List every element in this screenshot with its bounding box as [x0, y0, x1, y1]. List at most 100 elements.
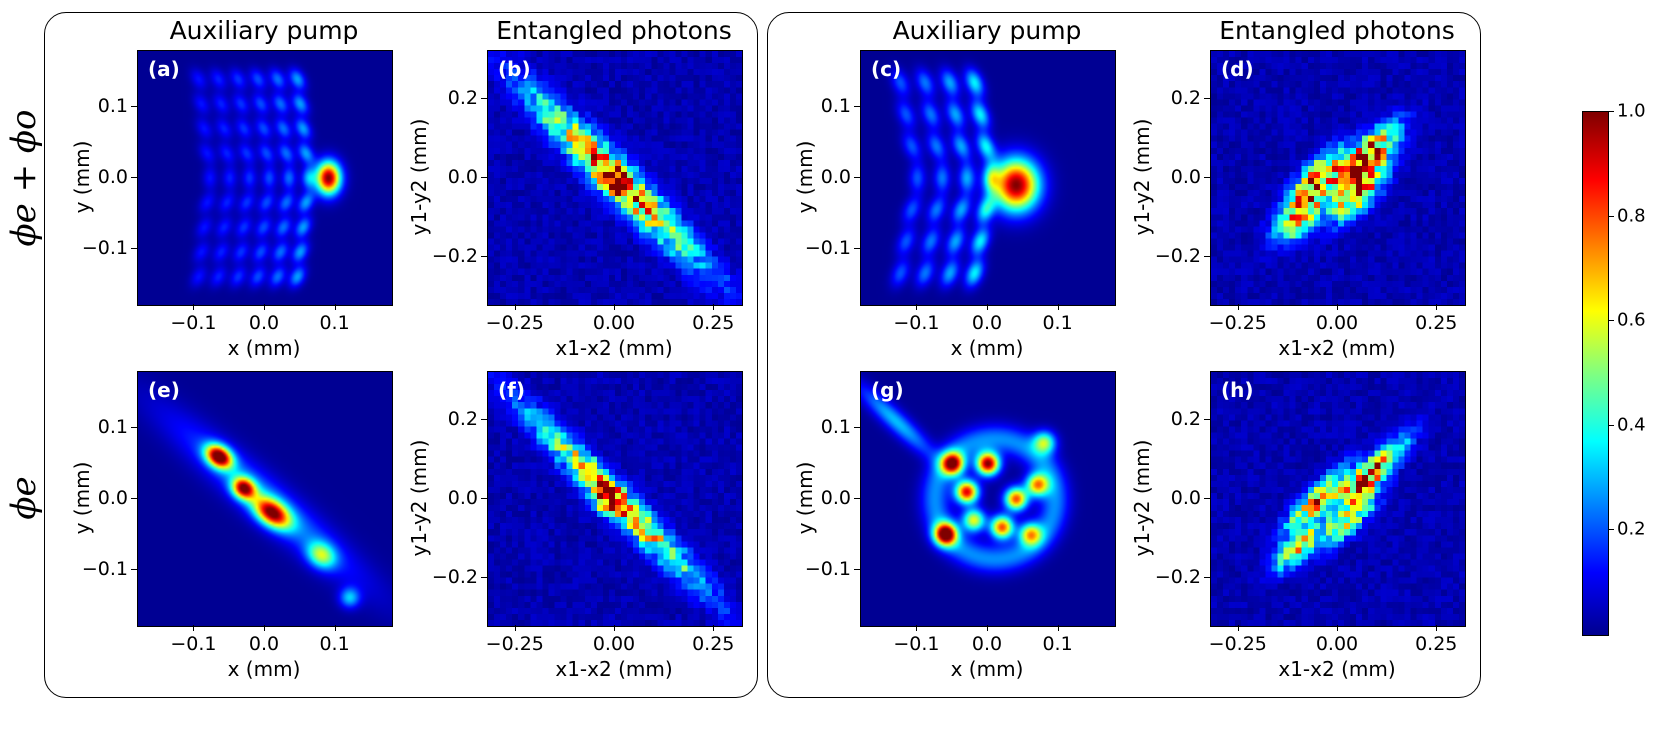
x-tick-label: 0.25	[692, 633, 735, 655]
y-tick-label: −0.1	[81, 557, 128, 580]
y-tick-label: 0.0	[97, 166, 128, 188]
x-axis-label: x1-x2 (mm)	[555, 657, 673, 681]
heatmap-panel: (a)	[137, 50, 393, 306]
x-tick-mark	[916, 304, 918, 310]
x-tick-label: −0.1	[170, 633, 217, 655]
y-tick-mark	[1204, 498, 1210, 499]
y-tick-label: 0.0	[1170, 487, 1201, 509]
panel-label: (f)	[498, 378, 525, 402]
y-tick-mark	[854, 247, 860, 249]
y-tick-label: 0.0	[447, 166, 478, 188]
x-tick-label: −0.1	[893, 312, 940, 334]
x-tick-mark	[334, 625, 336, 631]
panel-label: (h)	[1221, 378, 1254, 402]
y-tick-label: 0.1	[820, 95, 851, 118]
group-box-left	[44, 12, 758, 698]
colorbar-tick-mark	[1608, 529, 1614, 531]
y-tick-mark	[131, 247, 137, 249]
x-tick-label: 0.1	[1042, 633, 1073, 655]
x-tick-label: 0.25	[1415, 312, 1458, 334]
x-tick-mark	[713, 304, 715, 310]
y-tick-label: 0.0	[447, 487, 478, 509]
colorbar-tick-label: 0.2	[1617, 518, 1646, 540]
heatmap-panel: (f)	[487, 371, 743, 627]
colorbar-tick-label: 0.6	[1617, 309, 1646, 331]
x-tick-mark	[987, 304, 988, 310]
heatmap-image	[861, 372, 1115, 626]
x-tick-mark	[264, 304, 265, 310]
x-tick-label: −0.25	[1208, 312, 1267, 334]
panel-label: (a)	[148, 57, 180, 81]
y-axis-label: y1-y2 (mm)	[407, 439, 431, 557]
x-axis-label: x (mm)	[227, 657, 301, 681]
x-tick-mark	[514, 304, 516, 310]
row-label-top: ϕe + ϕo	[4, 109, 44, 247]
y-tick-label: 0.2	[447, 86, 478, 109]
panel-label: (c)	[871, 57, 902, 81]
y-tick-label: 0.2	[1170, 407, 1201, 430]
y-tick-label: −0.2	[1154, 245, 1201, 268]
column-title: Auxiliary pump	[892, 16, 1082, 45]
x-tick-label: −0.25	[485, 633, 544, 655]
x-tick-label: 0.00	[1315, 633, 1359, 655]
colorbar	[1582, 111, 1609, 636]
x-tick-label: −0.1	[893, 633, 940, 655]
x-tick-mark	[1057, 304, 1059, 310]
y-tick-label: −0.1	[804, 557, 851, 580]
y-tick-mark	[1204, 97, 1210, 99]
y-tick-mark	[481, 498, 487, 499]
x-tick-mark	[987, 625, 988, 631]
y-tick-label: −0.1	[804, 236, 851, 259]
y-tick-label: 0.0	[97, 487, 128, 509]
heatmap-panel: (g)	[860, 371, 1116, 627]
column-title: Entangled photons	[496, 16, 732, 45]
x-tick-label: 0.00	[592, 312, 636, 334]
x-tick-label: 0.1	[319, 633, 350, 655]
y-axis-label: y (mm)	[793, 461, 817, 535]
x-tick-mark	[193, 625, 195, 631]
y-tick-mark	[854, 106, 860, 108]
y-tick-label: 0.0	[1170, 166, 1201, 188]
colorbar-tick-mark	[1608, 424, 1614, 426]
heatmap-panel: (h)	[1210, 371, 1466, 627]
x-tick-label: 0.1	[319, 312, 350, 334]
heatmap-panel: (e)	[137, 371, 393, 627]
x-tick-label: 0.00	[592, 633, 636, 655]
y-tick-label: −0.1	[81, 236, 128, 259]
y-tick-label: 0.1	[97, 416, 128, 439]
row-label-bottom: ϕe	[4, 476, 44, 520]
y-tick-mark	[1204, 577, 1210, 579]
x-axis-label: x1-x2 (mm)	[555, 336, 673, 360]
y-tick-mark	[131, 106, 137, 108]
heatmap-image	[138, 51, 392, 305]
colorbar-tick-label: 1.0	[1617, 100, 1646, 122]
x-axis-label: x (mm)	[950, 657, 1024, 681]
y-tick-mark	[854, 177, 860, 178]
x-tick-mark	[514, 625, 516, 631]
x-tick-label: 0.00	[1315, 312, 1359, 334]
column-title: Entangled photons	[1219, 16, 1455, 45]
y-tick-label: 0.0	[820, 166, 851, 188]
y-tick-mark	[854, 498, 860, 499]
heatmap-panel: (c)	[860, 50, 1116, 306]
x-axis-label: x1-x2 (mm)	[1278, 657, 1396, 681]
y-tick-label: 0.2	[1170, 86, 1201, 109]
heatmap-panel: (b)	[487, 50, 743, 306]
y-tick-mark	[131, 498, 137, 499]
y-tick-label: 0.1	[97, 95, 128, 118]
panel-label: (b)	[498, 57, 531, 81]
group-box-right	[767, 12, 1481, 698]
x-tick-mark	[334, 304, 336, 310]
x-tick-mark	[193, 304, 195, 310]
y-axis-label: y (mm)	[70, 461, 94, 535]
panel-label: (e)	[148, 378, 180, 402]
y-tick-mark	[1204, 418, 1210, 420]
heatmap-image	[1211, 372, 1465, 626]
y-tick-mark	[131, 427, 137, 429]
colorbar-tick-mark	[1608, 320, 1614, 322]
x-tick-mark	[1436, 304, 1438, 310]
x-tick-label: 0.0	[248, 312, 280, 334]
colorbar-tick-label: 0.4	[1617, 414, 1646, 436]
heatmap-image	[1211, 51, 1465, 305]
